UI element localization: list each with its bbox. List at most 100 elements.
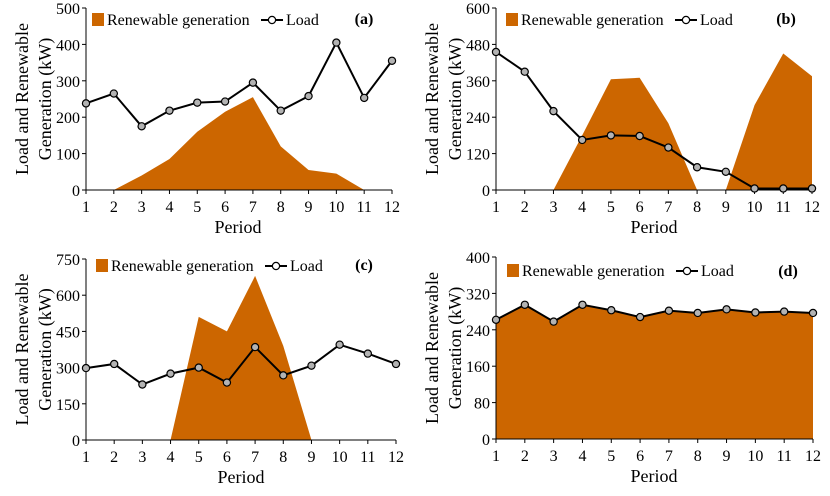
load-marker bbox=[279, 371, 288, 380]
panel-label: (b) bbox=[776, 11, 796, 28]
load-marker bbox=[520, 300, 530, 309]
load-marker bbox=[332, 38, 341, 47]
panel-label: (d) bbox=[778, 263, 798, 280]
y-tick-label: 160 bbox=[466, 359, 490, 376]
load-line bbox=[495, 303, 814, 323]
y-tick-label: 0 bbox=[482, 183, 490, 200]
x-tick-label: 12 bbox=[388, 449, 404, 466]
x-tick-label: 3 bbox=[138, 449, 146, 466]
x-tick-label: 10 bbox=[747, 448, 763, 465]
x-tick-label: 12 bbox=[384, 199, 400, 216]
x-tick-label: 11 bbox=[356, 199, 371, 216]
y-axis-label: Load and Renewable Generation (kW) bbox=[422, 23, 466, 175]
legend-renewable-swatch bbox=[92, 13, 104, 26]
y-axis-label-line: Generation (kW) bbox=[35, 38, 56, 160]
x-tick-label: 7 bbox=[665, 448, 673, 465]
x-tick-label: 7 bbox=[664, 199, 672, 216]
x-tick-label: 6 bbox=[223, 449, 231, 466]
legend: Renewable generation Load bbox=[96, 258, 323, 275]
load-marker bbox=[721, 167, 731, 176]
y-tick-label: 200 bbox=[56, 110, 80, 127]
y-axis-label-line: Load and Renewable bbox=[12, 23, 32, 175]
legend-renewable-swatch bbox=[507, 264, 519, 277]
x-tick-label: 6 bbox=[636, 448, 644, 465]
x-tick-label: 8 bbox=[694, 448, 702, 465]
renewable-area bbox=[86, 97, 392, 190]
load-marker bbox=[81, 363, 91, 373]
x-tick-label: 1 bbox=[492, 199, 500, 216]
y-tick-label: 750 bbox=[56, 252, 80, 269]
load-marker bbox=[391, 359, 401, 369]
y-tick-label: 400 bbox=[56, 37, 80, 54]
load-marker bbox=[220, 97, 230, 106]
x-tick-label: 4 bbox=[165, 199, 173, 216]
load-marker bbox=[692, 163, 702, 172]
y-tick-label: 400 bbox=[466, 250, 490, 267]
x-tick-label: 6 bbox=[221, 199, 229, 216]
load-marker bbox=[807, 184, 817, 193]
panel-label: (c) bbox=[355, 257, 373, 274]
load-marker bbox=[808, 308, 818, 318]
x-axis-label: Period bbox=[215, 217, 262, 237]
y-axis-label: Load and Renewable Generation (kW) bbox=[12, 274, 56, 426]
load-marker bbox=[335, 340, 344, 349]
x-tick-label: 4 bbox=[578, 199, 586, 216]
x-tick-label: 8 bbox=[277, 199, 285, 216]
y-tick-label: 450 bbox=[56, 324, 80, 341]
y-tick-label: 600 bbox=[56, 288, 80, 305]
x-axis-label: Period bbox=[218, 467, 265, 487]
y-tick-label: 80 bbox=[474, 396, 490, 413]
x-tick-label: 3 bbox=[549, 199, 557, 216]
load-marker bbox=[520, 67, 529, 76]
legend-renewable-label: Renewable generation bbox=[111, 258, 254, 275]
load-marker bbox=[109, 359, 119, 369]
y-axis-label: Load and Renewable Generation (kW) bbox=[12, 23, 56, 175]
legend-load-marker bbox=[271, 261, 281, 271]
load-marker bbox=[635, 131, 644, 141]
legend-load-label: Load bbox=[701, 263, 734, 280]
y-tick-label: 100 bbox=[56, 147, 80, 164]
load-marker bbox=[722, 305, 731, 314]
x-tick-label: 5 bbox=[195, 449, 203, 466]
x-tick-label: 4 bbox=[578, 448, 586, 465]
load-marker bbox=[491, 315, 501, 324]
load-marker bbox=[664, 306, 674, 315]
load-marker bbox=[606, 131, 616, 140]
x-tick-label: 6 bbox=[636, 199, 644, 216]
load-marker bbox=[307, 361, 316, 370]
y-axis-label-line: Generation (kW) bbox=[445, 287, 466, 409]
legend: Renewable generation Load bbox=[506, 12, 733, 29]
x-tick-label: 1 bbox=[492, 448, 500, 465]
x-tick-label: 10 bbox=[332, 449, 348, 466]
legend: Renewable generation Load bbox=[507, 263, 734, 280]
legend-renewable-swatch bbox=[96, 259, 108, 272]
y-axis-label: Load and Renewable Generation (kW) bbox=[422, 272, 466, 424]
load-marker bbox=[578, 300, 587, 309]
load-marker bbox=[693, 308, 702, 318]
x-tick-label: 5 bbox=[607, 199, 615, 216]
legend: Renewable generation Load bbox=[92, 12, 319, 29]
x-tick-label: 12 bbox=[804, 199, 820, 216]
legend-load-marker bbox=[267, 15, 277, 25]
y-tick-label: 360 bbox=[466, 74, 490, 91]
y-tick-label: 0 bbox=[72, 433, 80, 450]
y-tick-label: 300 bbox=[56, 361, 80, 378]
load-marker bbox=[109, 89, 119, 98]
x-tick-label: 8 bbox=[693, 199, 701, 216]
y-axis-label-line: Generation (kW) bbox=[35, 288, 56, 410]
load-marker bbox=[194, 363, 203, 372]
y-tick-label: 0 bbox=[72, 183, 80, 200]
load-marker bbox=[491, 47, 501, 57]
load-marker bbox=[607, 306, 616, 315]
x-tick-label: 2 bbox=[110, 449, 118, 466]
y-tick-label: 300 bbox=[56, 74, 80, 91]
load-marker bbox=[549, 106, 558, 116]
load-marker bbox=[81, 99, 91, 108]
x-tick-label: 1 bbox=[82, 199, 90, 216]
x-axis-label: Period bbox=[631, 466, 678, 486]
y-axis-label-line: Load and Renewable bbox=[422, 272, 442, 424]
legend-renewable-label: Renewable generation bbox=[107, 12, 250, 29]
